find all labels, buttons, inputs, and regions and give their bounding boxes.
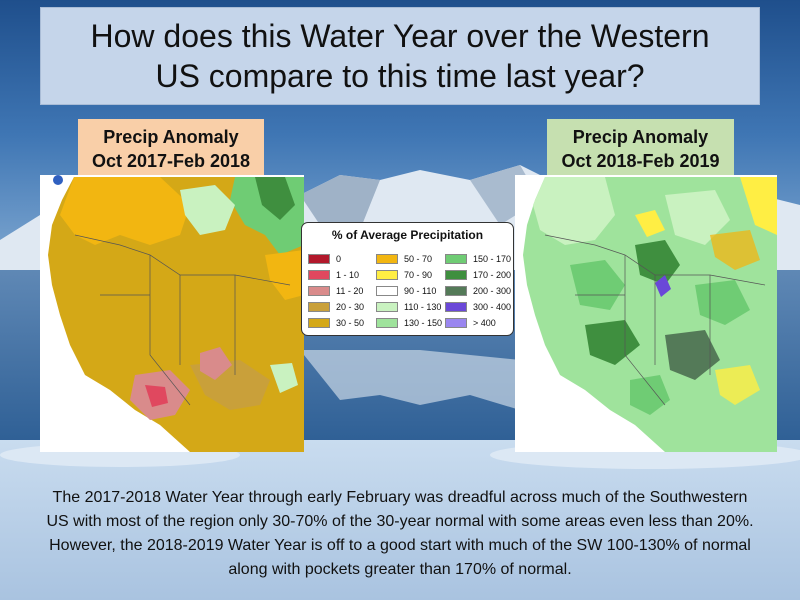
legend-item: 110 - 130 <box>376 301 441 313</box>
left-label-line1: Precip Anomaly <box>103 127 239 147</box>
legend-label: 150 - 170 <box>473 254 512 264</box>
legend-item: 200 - 300 <box>445 285 511 297</box>
legend-item: 170 - 200 <box>445 269 511 281</box>
legend-item: 70 - 90 <box>376 269 432 281</box>
right-label-line1: Precip Anomaly <box>572 127 709 147</box>
legend-item: 150 - 170 <box>445 253 511 265</box>
precip-map-2017-2018 <box>40 175 304 452</box>
legend-label: 90 - 110 <box>404 286 437 296</box>
legend-item: 90 - 110 <box>376 285 436 297</box>
legend-item: > 400 <box>445 317 496 329</box>
legend-label: 300 - 400 <box>473 302 512 312</box>
legend-swatch <box>376 302 398 312</box>
legend-swatch <box>308 270 330 280</box>
legend-item: 1 - 10 <box>308 269 359 281</box>
legend-swatch <box>445 270 467 280</box>
right-panel-label: Precip Anomaly Oct 2018-Feb 2019 <box>547 119 734 179</box>
legend-label: 110 - 130 <box>404 302 442 312</box>
precip-map-2018-2019 <box>515 175 777 452</box>
description-text: The 2017-2018 Water Year through early F… <box>46 489 754 578</box>
legend-item: 50 - 70 <box>376 253 432 265</box>
legend-swatch <box>308 302 330 312</box>
precip-legend: % of Average Precipitation 0 1 - 10 11 -… <box>301 222 514 336</box>
legend-swatch <box>445 286 467 296</box>
legend-item: 11 - 20 <box>308 285 363 297</box>
legend-swatch <box>445 254 467 264</box>
legend-title: % of Average Precipitation <box>331 228 484 242</box>
legend-swatch <box>445 302 467 312</box>
legend-swatch <box>376 286 398 296</box>
legend-swatch <box>445 318 467 328</box>
legend-item: 30 - 50 <box>308 317 364 329</box>
legend-label: 70 - 90 <box>404 270 433 280</box>
legend-swatch <box>308 318 330 328</box>
legend-label: 1 - 10 <box>336 270 360 280</box>
legend-item: 0 <box>308 253 341 265</box>
legend-label: 170 - 200 <box>473 270 512 280</box>
right-label-line2: Oct 2018-Feb 2019 <box>561 151 720 171</box>
legend-item: 20 - 30 <box>308 301 364 313</box>
legend-label: 130 - 150 <box>404 318 443 328</box>
left-panel-label: Precip Anomaly Oct 2017-Feb 2018 <box>78 119 264 179</box>
legend-label: 200 - 300 <box>473 286 512 296</box>
legend-swatch <box>376 318 398 328</box>
legend-swatch <box>376 270 398 280</box>
title-banner: How does this Water Year over the Wester… <box>40 7 760 105</box>
legend-label: 0 <box>336 254 342 264</box>
legend-swatch <box>376 254 398 264</box>
legend-item: 130 - 150 <box>376 317 442 329</box>
legend-item: 300 - 400 <box>445 301 511 313</box>
legend-label: 50 - 70 <box>404 254 433 264</box>
legend-label: > 400 <box>473 318 496 328</box>
legend-label: 20 - 30 <box>336 302 365 312</box>
slide-title: How does this Water Year over the Wester… <box>90 18 710 94</box>
legend-label: 30 - 50 <box>336 318 365 328</box>
legend-swatch <box>308 286 330 296</box>
legend-label: 11 - 20 <box>336 286 364 296</box>
legend-swatch <box>308 254 330 264</box>
left-label-line2: Oct 2017-Feb 2018 <box>91 151 251 171</box>
